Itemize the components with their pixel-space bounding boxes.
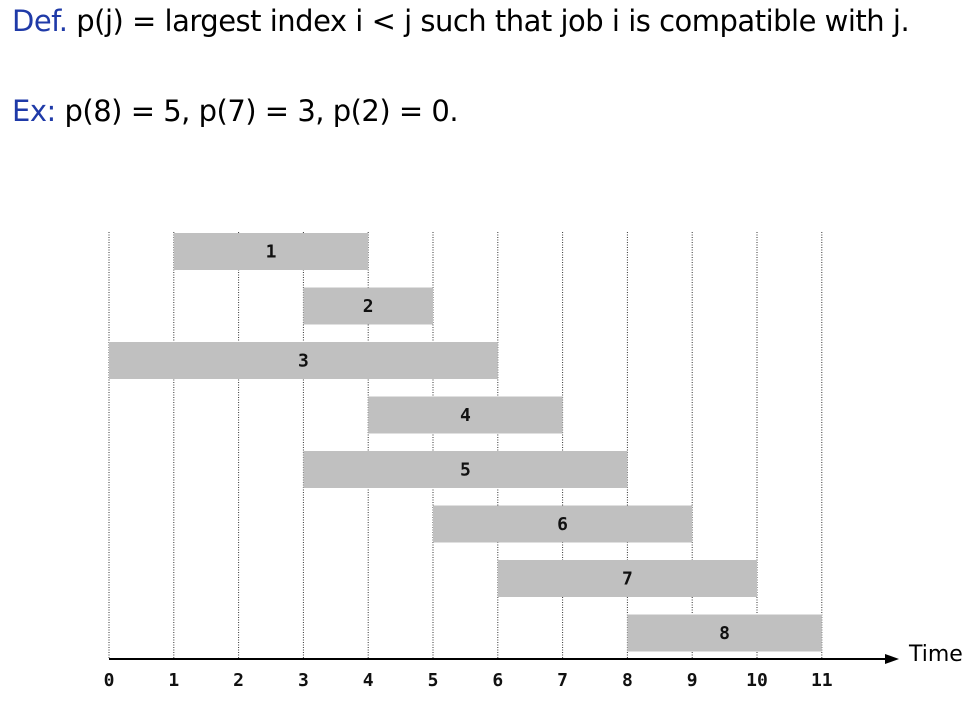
tick-label: 3 (298, 670, 309, 691)
axis-title: Time (908, 642, 963, 667)
job-label: 5 (460, 460, 471, 481)
job-label: 8 (719, 623, 730, 644)
job-label: 1 (266, 242, 277, 263)
definition-text: p(j) = largest index i < j such that job… (76, 4, 910, 38)
tick-label: 2 (233, 670, 244, 691)
axis-arrow-icon (885, 654, 899, 664)
tick-label: 4 (363, 670, 374, 691)
job-bar (497, 560, 757, 597)
tick-label: 8 (622, 670, 633, 691)
job-bar (303, 287, 433, 325)
job-bar (303, 451, 628, 488)
job-bar (433, 505, 693, 543)
job-bar (109, 342, 498, 379)
job-label: 4 (460, 405, 471, 426)
job-label: 7 (622, 569, 633, 590)
tick-label: 1 (168, 670, 179, 691)
job-bar (627, 614, 822, 652)
tick-label: 6 (492, 670, 503, 691)
job-label: 3 (298, 351, 309, 372)
job-label: 2 (363, 296, 374, 317)
tick-label: 0 (104, 670, 115, 691)
example-label: Ex: (12, 94, 56, 128)
tick-label: 10 (746, 670, 768, 691)
job-bar (368, 396, 563, 434)
tick-label: 5 (428, 670, 439, 691)
tick-label: 7 (557, 670, 568, 691)
definition-line: Def. p(j) = largest index i < j such tha… (12, 4, 910, 38)
job-label: 6 (557, 514, 568, 535)
job-bar (173, 233, 369, 270)
definition-label: Def. (12, 4, 68, 38)
example-line: Ex: p(8) = 5, p(7) = 3, p(2) = 0. (12, 94, 459, 128)
tick-label: 11 (811, 670, 833, 691)
example-text: p(8) = 5, p(7) = 3, p(2) = 0. (64, 94, 459, 128)
tick-label: 9 (687, 670, 698, 691)
